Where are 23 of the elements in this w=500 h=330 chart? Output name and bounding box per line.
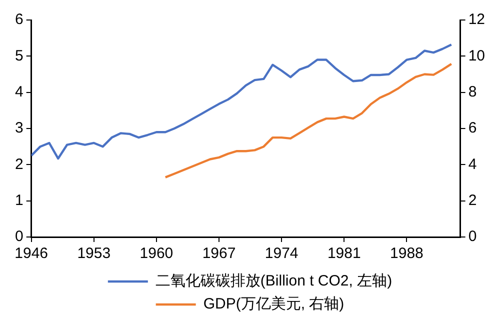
legend-label: GDP(万亿美元, 右轴)	[203, 296, 344, 313]
x-tick-label: 1960	[140, 245, 174, 262]
y2-tick-label: 0	[468, 228, 477, 246]
y-tick-label: 2	[15, 156, 24, 173]
y2-tick-label: 10	[468, 47, 486, 64]
y2-tick-label: 8	[468, 83, 477, 100]
y-tick-label: 3	[15, 120, 24, 137]
y-tick-label: 1	[15, 192, 24, 209]
y2-tick-label: 12	[468, 11, 486, 28]
x-tick-label: 1953	[77, 245, 111, 262]
x-tick-label: 1981	[327, 245, 361, 262]
y-tick-label: 5	[15, 47, 24, 64]
y-tick-label: 6	[15, 11, 24, 28]
y-tick-label: 4	[15, 83, 24, 100]
x-tick-label: 1967	[202, 245, 236, 262]
legend-label: 二氧化碳碳排放(Billion t CO2, 左轴)	[155, 272, 392, 290]
x-tick-label: 1974	[264, 245, 298, 262]
y-tick-label: 0	[15, 228, 24, 246]
x-tick-label: 1946	[14, 245, 48, 262]
y2-tick-label: 4	[468, 156, 477, 173]
y2-tick-label: 6	[468, 120, 477, 137]
x-tick-label: 1988	[390, 245, 424, 262]
y2-tick-label: 2	[468, 192, 477, 209]
